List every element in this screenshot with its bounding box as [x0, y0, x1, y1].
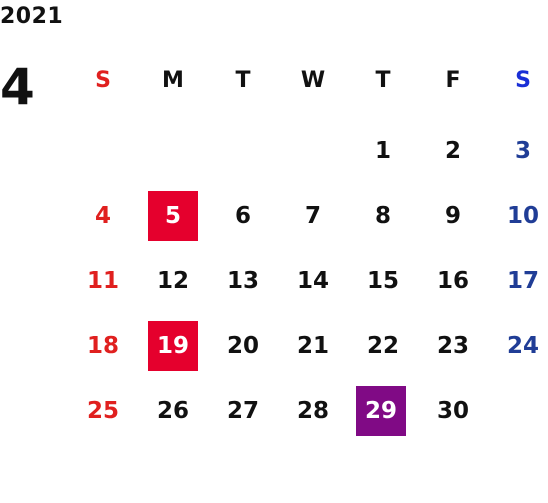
- weekday-header-monday: M: [162, 68, 184, 93]
- month-number: 4: [0, 58, 35, 116]
- day-cell[interactable]: 14: [296, 268, 329, 294]
- day-cell[interactable]: 6: [234, 203, 251, 229]
- weekday-header-saturday: S: [515, 68, 531, 93]
- day-cell[interactable]: 23: [436, 333, 469, 359]
- holiday-day-cell[interactable]: 19: [148, 321, 198, 371]
- day-cell[interactable]: 30: [436, 398, 469, 424]
- day-cell[interactable]: 25: [86, 398, 119, 424]
- highlighted-day-cell[interactable]: 29: [356, 386, 406, 436]
- day-cell[interactable]: 8: [374, 203, 391, 229]
- day-cell[interactable]: 2: [444, 138, 461, 164]
- weekday-header-sunday: S: [95, 68, 111, 93]
- year-label: 2021: [0, 4, 64, 29]
- weekday-header-wednesday: W: [300, 68, 326, 93]
- day-cell[interactable]: 1: [374, 138, 391, 164]
- weekday-header-friday: F: [445, 68, 461, 93]
- day-cell[interactable]: 12: [156, 268, 189, 294]
- day-cell[interactable]: 15: [366, 268, 399, 294]
- weekday-header-tuesday: T: [235, 68, 251, 93]
- day-cell[interactable]: 18: [86, 333, 119, 359]
- day-cell[interactable]: 22: [366, 333, 399, 359]
- day-cell[interactable]: 4: [94, 203, 111, 229]
- weekday-header-thursday: T: [375, 68, 391, 93]
- day-cell[interactable]: 9: [444, 203, 461, 229]
- day-cell[interactable]: 13: [226, 268, 259, 294]
- day-cell[interactable]: 7: [304, 203, 321, 229]
- holiday-day-cell[interactable]: 5: [148, 191, 198, 241]
- day-cell[interactable]: 3: [514, 138, 531, 164]
- day-cell[interactable]: 16: [436, 268, 469, 294]
- day-cell[interactable]: 26: [156, 398, 189, 424]
- day-cell[interactable]: 27: [226, 398, 259, 424]
- day-cell[interactable]: 10: [506, 203, 539, 229]
- day-cell[interactable]: 20: [226, 333, 259, 359]
- day-cell[interactable]: 24: [506, 333, 539, 359]
- day-cell[interactable]: 11: [86, 268, 119, 294]
- day-cell[interactable]: 21: [296, 333, 329, 359]
- day-cell[interactable]: 28: [296, 398, 329, 424]
- day-cell[interactable]: 17: [506, 268, 539, 294]
